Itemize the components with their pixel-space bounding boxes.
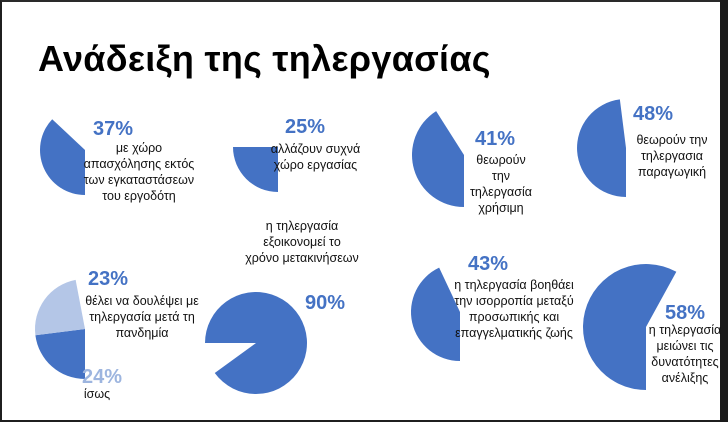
- pie-slice-c3: [411, 111, 464, 207]
- pie-slice-c1: [40, 119, 85, 195]
- label-c8: η τηλεργασία μειώνει τις δυνατότητες ανέ…: [648, 323, 722, 385]
- pct-label-c3: 41%: [475, 128, 516, 150]
- pct-label-c2: 25%: [285, 116, 326, 138]
- pie-slice-c5: [35, 329, 85, 379]
- label-c7: η τηλεργασία βοηθάει την ισορροπία μεταξ…: [454, 278, 574, 340]
- pie-slice-c4: [577, 99, 626, 197]
- pct-label-c1: 37%: [93, 118, 134, 140]
- pct-label-c5: 23%: [88, 268, 129, 290]
- pct-label-c6: 90%: [305, 292, 346, 314]
- label-c5: θέλει να δουλέψει με τηλεργασία μετά τη …: [85, 294, 199, 340]
- label-c2: αλλάζουν συχνά χώρο εργασίας: [270, 142, 361, 172]
- label-c4: θεωρούν την τηλεργασια παραγωγική: [636, 133, 708, 179]
- pct-label-c4: 48%: [633, 103, 674, 125]
- pie-slice-c5-secondary: [34, 279, 85, 336]
- label-c1: με χώρο απασχόλησης εκτός των εγκαταστάσ…: [83, 141, 195, 203]
- slide-title: Ανάδειξη της τηλεργασίας: [38, 38, 491, 79]
- pie-slice-c2: [233, 147, 278, 192]
- label-c6: η τηλεργασία εξοικονομεί το χρόνο μετακι…: [245, 219, 359, 265]
- pie-slice-c7: [410, 267, 460, 361]
- label-c3: θεωρούν την τηλεργασία χρήσιμη: [469, 153, 533, 215]
- pct-label-c5-secondary: 24%: [82, 366, 123, 388]
- pie-slice-c8: [583, 264, 677, 390]
- pie-slice-c6: [205, 292, 307, 395]
- pct-label-c7: 43%: [468, 253, 509, 275]
- label-c5-secondary: ίσως: [83, 387, 111, 401]
- pct-label-c8: 58%: [665, 302, 706, 324]
- window-edge: [720, 0, 728, 422]
